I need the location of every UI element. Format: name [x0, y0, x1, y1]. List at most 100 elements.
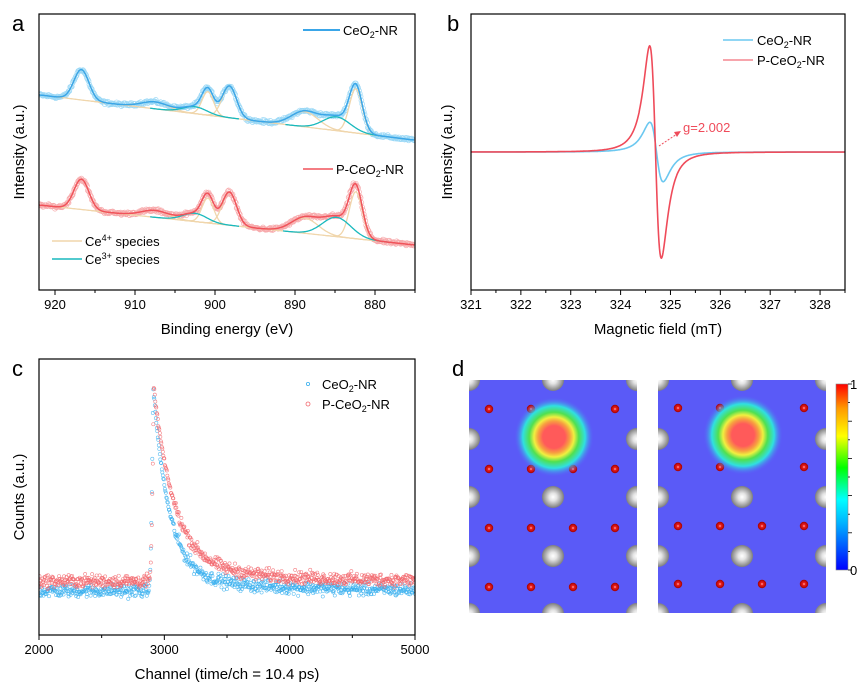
charge-density-maps: 1 0	[469, 377, 857, 613]
cerium-atom	[658, 545, 669, 567]
data-point	[76, 595, 81, 600]
data-point	[159, 441, 164, 445]
decay-legend: CeO2-NR P-CeO2-NR	[305, 377, 390, 414]
data-point	[218, 574, 223, 578]
data-point	[344, 580, 349, 585]
legend-label-ceo2: CeO2-NR	[322, 377, 377, 394]
data-point	[160, 470, 165, 475]
data-point	[313, 571, 318, 576]
data-point	[412, 585, 415, 590]
data-point	[362, 585, 367, 590]
data-point	[387, 586, 392, 591]
oxygen-atom	[526, 523, 536, 533]
data-point	[330, 577, 335, 582]
data-point	[141, 589, 146, 593]
data-point	[172, 528, 177, 533]
data-point	[88, 579, 93, 584]
data-point	[173, 501, 178, 505]
data-point	[166, 477, 171, 482]
data-point	[168, 485, 173, 490]
data-point	[94, 583, 99, 588]
data-point	[318, 589, 323, 594]
data-point	[292, 579, 297, 583]
cerium-atom	[542, 545, 564, 567]
data-point	[164, 495, 169, 500]
data-point	[136, 575, 141, 580]
colorbar-min-label: 0	[850, 563, 857, 578]
data-point	[176, 532, 181, 537]
data-point	[222, 587, 226, 592]
data-point	[299, 588, 304, 592]
data-point	[188, 553, 193, 558]
tick-label-xps: 890	[284, 297, 306, 312]
data-point	[148, 546, 153, 551]
legend-label-ceo2: CeO2-NR	[343, 23, 398, 40]
data-point	[62, 574, 66, 579]
data-point	[262, 585, 267, 590]
data-point	[257, 574, 261, 578]
data-point	[366, 581, 371, 586]
data-point	[64, 588, 68, 593]
data-point	[45, 587, 50, 592]
data-point	[153, 399, 158, 404]
xps-x-axis-label: Binding energy (eV)	[161, 321, 294, 338]
data-point	[44, 579, 48, 583]
data-point	[225, 587, 229, 591]
data-point	[86, 585, 91, 590]
data-point	[116, 573, 121, 578]
data-point	[401, 589, 406, 594]
data-point	[52, 585, 56, 590]
data-point	[367, 127, 373, 134]
data-point	[85, 592, 90, 596]
legend-label-p-ceo2: P-CeO2-NR	[322, 397, 390, 414]
data-point	[157, 452, 162, 457]
data-point	[118, 588, 123, 592]
tick-label-epr: 326	[709, 297, 731, 312]
data-point	[222, 567, 226, 572]
colorbar-max-label: 1	[850, 377, 857, 392]
data-point	[283, 573, 288, 578]
data-point	[356, 593, 361, 598]
data-point	[367, 587, 372, 591]
data-point	[237, 565, 241, 570]
data-point	[112, 587, 117, 592]
data-point	[189, 564, 193, 569]
data-point	[198, 565, 203, 570]
data-point	[140, 577, 145, 582]
data-point	[200, 569, 205, 574]
tick-label-epr: 328	[809, 297, 831, 312]
data-point	[216, 571, 221, 576]
data-point	[164, 468, 169, 473]
cerium-atom	[469, 380, 480, 391]
data-point	[361, 574, 366, 579]
charge-density-map-right	[658, 380, 826, 613]
charge-density-map-left	[469, 380, 637, 613]
data-point	[214, 559, 218, 563]
panel-label-d: d	[452, 356, 464, 381]
data-point	[40, 586, 44, 590]
data-point	[315, 570, 320, 575]
data-point	[271, 568, 276, 573]
data-point	[85, 576, 90, 580]
data-point	[126, 596, 131, 601]
tick-label-decay: 2000	[25, 642, 54, 657]
data-point	[73, 73, 79, 80]
oxygen-atom	[715, 579, 725, 589]
data-point	[296, 580, 301, 585]
data-point	[331, 589, 336, 593]
data-point	[155, 417, 160, 421]
data-point	[61, 592, 66, 597]
panel-label-a: a	[12, 11, 25, 36]
data-point	[219, 585, 224, 590]
data-point	[149, 521, 154, 525]
data-point	[387, 577, 392, 582]
data-point	[160, 473, 165, 478]
data-point	[159, 461, 164, 466]
data-point	[311, 571, 316, 576]
cerium-atom	[469, 545, 480, 567]
data-point	[308, 567, 313, 572]
data-point	[232, 579, 236, 584]
data-point	[147, 576, 152, 581]
oxygen-atom	[715, 521, 725, 531]
data-point	[51, 575, 55, 580]
